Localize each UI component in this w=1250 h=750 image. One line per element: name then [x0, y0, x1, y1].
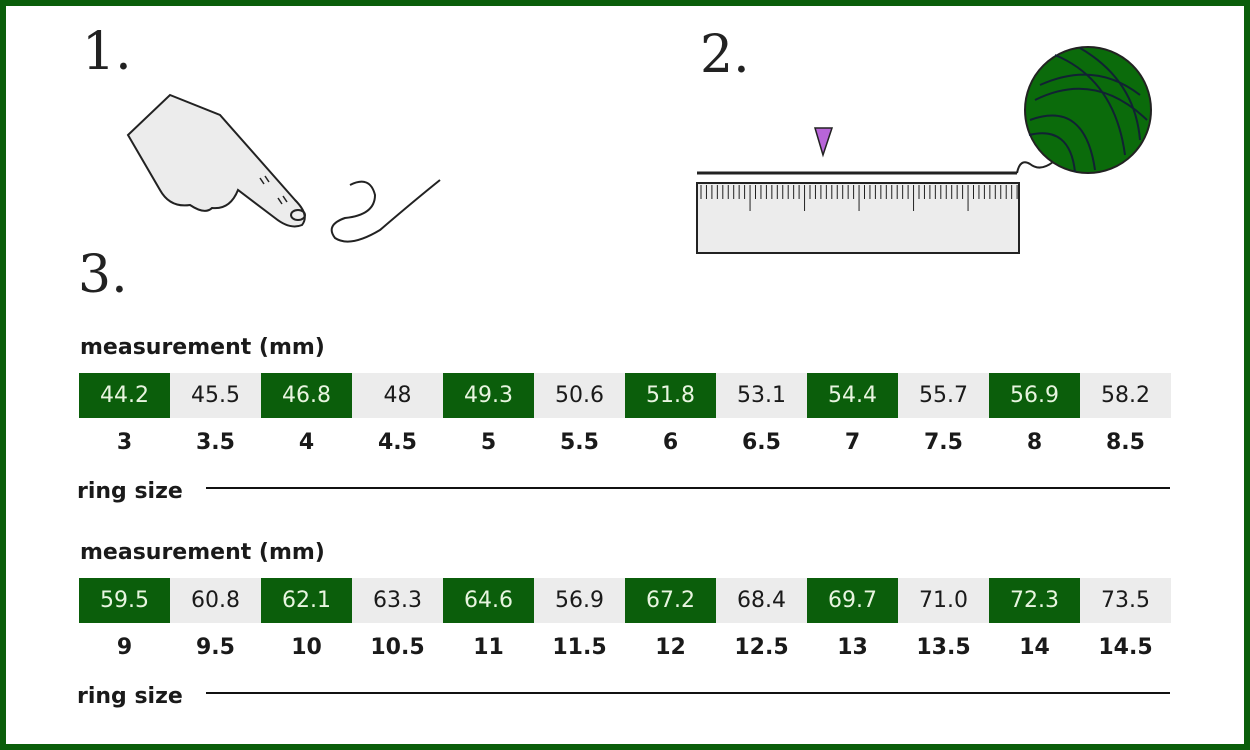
measurement-cell: 44.2 — [79, 373, 170, 418]
ring-size-cell: 8 — [1026, 429, 1043, 455]
ring-size-cell: 14.5 — [1098, 634, 1153, 660]
ring-size-cell: 7.5 — [924, 429, 963, 455]
measurement-cell: 49.3 — [443, 373, 534, 418]
ring-size-cell: 9.5 — [196, 634, 235, 660]
ring-size-cell: 3.5 — [196, 429, 235, 455]
measurement-cell: 60.8 — [170, 578, 261, 623]
ring-size-cell: 10 — [291, 634, 322, 660]
measurement-cell: 72.3 — [989, 578, 1080, 623]
ring-size-cell: 6 — [662, 429, 679, 455]
ring-size-cell: 5 — [480, 429, 497, 455]
measurement-cell: 56.9 — [989, 373, 1080, 418]
ring-size-cell: 6.5 — [742, 429, 781, 455]
divider-line — [206, 487, 1170, 489]
ring-size-cell: 13.5 — [916, 634, 971, 660]
ring-size-cell: 14 — [1019, 634, 1050, 660]
ring-size-cell: 13 — [837, 634, 868, 660]
ring-size-row: 3 3.5 4 4.5 5 5.5 6 6.5 7 7.5 8 8.5 — [79, 427, 1171, 457]
ring-size-cell: 11 — [473, 634, 504, 660]
measurement-row: 44.2 45.5 46.8 48 49.3 50.6 51.8 53.1 54.4 55.7 56… — [79, 373, 1171, 418]
table-header: measurement (mm) — [80, 540, 325, 565]
ring-size-cell: 4.5 — [378, 429, 417, 455]
measurement-cell: 58.2 — [1080, 373, 1171, 418]
measurement-cell: 55.7 — [898, 373, 989, 418]
measurement-cell: 71.0 — [898, 578, 989, 623]
step-3-number: 3. — [78, 245, 128, 305]
measurement-cell: 62.1 — [261, 578, 352, 623]
measurement-cell: 69.7 — [807, 578, 898, 623]
ring-size-cell: 5.5 — [560, 429, 599, 455]
measurement-cell: 48 — [352, 373, 443, 418]
measurement-cell: 50.6 — [534, 373, 625, 418]
measurement-cell: 45.5 — [170, 373, 261, 418]
measurement-row: 59.5 60.8 62.1 63.3 64.6 56.9 67.2 68.4 69.7 71.0… — [79, 578, 1171, 623]
marker-arrow-icon — [813, 127, 834, 158]
measurement-cell: 59.5 — [79, 578, 170, 623]
ring-size-label: ring size — [77, 479, 183, 504]
step-1-number: 1. — [82, 22, 132, 82]
ring-size-cell: 7 — [844, 429, 861, 455]
measurement-cell: 68.4 — [716, 578, 807, 623]
ring-size-cell: 9 — [116, 634, 133, 660]
measurement-cell: 64.6 — [443, 578, 534, 623]
ring-size-cell: 8.5 — [1106, 429, 1145, 455]
measurement-cell: 54.4 — [807, 373, 898, 418]
measurement-cell: 67.2 — [625, 578, 716, 623]
table-header: measurement (mm) — [80, 335, 325, 360]
ring-size-cell: 10.5 — [370, 634, 425, 660]
ring-size-cell: 12.5 — [734, 634, 789, 660]
ring-size-label: ring size — [77, 684, 183, 709]
finger-with-string-illustration — [126, 93, 441, 243]
ring-size-cell: 11.5 — [552, 634, 607, 660]
ring-size-cell: 3 — [116, 429, 133, 455]
measurement-cell: 53.1 — [716, 373, 807, 418]
step-2-number: 2. — [700, 25, 750, 85]
ruler-and-yarn-illustration — [696, 46, 1152, 254]
measurement-cell: 56.9 — [534, 578, 625, 623]
measurement-cell: 51.8 — [625, 373, 716, 418]
ring-size-cell: 4 — [298, 429, 315, 455]
measurement-cell: 63.3 — [352, 578, 443, 623]
divider-line — [206, 692, 1170, 694]
measurement-cell: 73.5 — [1080, 578, 1171, 623]
measurement-cell: 46.8 — [261, 373, 352, 418]
ring-size-cell: 12 — [655, 634, 686, 660]
ring-size-row: 9 9.5 10 10.5 11 11.5 12 12.5 13 13.5 14 14.5 — [79, 632, 1171, 662]
